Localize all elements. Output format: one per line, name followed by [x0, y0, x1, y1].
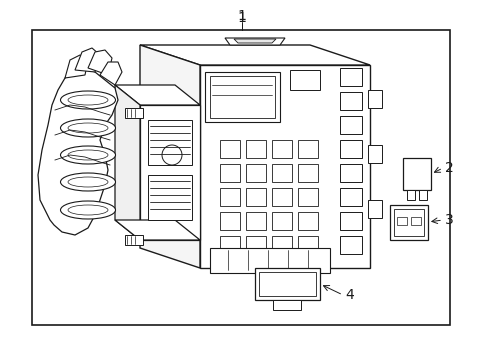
Bar [259, 272, 315, 296]
Bar [389, 205, 427, 240]
Bar [297, 236, 317, 254]
Bar [339, 116, 361, 134]
Bar [245, 188, 265, 206]
Bar [254, 268, 319, 300]
Bar [271, 236, 291, 254]
Bar [393, 209, 423, 236]
Bar [339, 212, 361, 230]
Circle shape [162, 145, 182, 165]
Polygon shape [38, 68, 118, 235]
Bar [367, 200, 381, 218]
Polygon shape [115, 85, 140, 240]
Bar [367, 145, 381, 163]
Bar [271, 212, 291, 230]
Polygon shape [224, 38, 285, 45]
Bar [339, 188, 361, 206]
Bar [367, 90, 381, 108]
Bar [297, 212, 317, 230]
Bar [271, 140, 291, 158]
Ellipse shape [68, 95, 108, 105]
Polygon shape [115, 85, 200, 105]
Bar [220, 140, 240, 158]
Polygon shape [75, 48, 100, 72]
Bar [220, 188, 240, 206]
Bar [220, 236, 240, 254]
Text: 4: 4 [345, 288, 353, 302]
Bar [245, 212, 265, 230]
Bar [297, 164, 317, 182]
Bar [406, 190, 414, 200]
Bar [272, 300, 301, 310]
Bar [245, 236, 265, 254]
Bar [339, 92, 361, 110]
Polygon shape [140, 45, 369, 65]
Bar [148, 120, 192, 165]
Ellipse shape [61, 146, 115, 164]
Ellipse shape [61, 173, 115, 191]
Bar [271, 188, 291, 206]
Bar [125, 108, 142, 118]
Bar [289, 70, 319, 90]
Text: 3: 3 [444, 213, 453, 227]
Bar [339, 68, 361, 86]
Bar [245, 140, 265, 158]
Bar [339, 140, 361, 158]
Ellipse shape [68, 123, 108, 133]
Bar [396, 217, 406, 225]
Text: 2: 2 [444, 161, 453, 175]
Bar [220, 164, 240, 182]
Bar [297, 140, 317, 158]
Bar [204, 72, 280, 122]
Text: 1: 1 [237, 9, 246, 23]
Ellipse shape [61, 119, 115, 137]
Bar [245, 164, 265, 182]
Ellipse shape [68, 177, 108, 187]
Bar [209, 76, 274, 118]
Bar [271, 164, 291, 182]
Bar [418, 190, 426, 200]
Bar [125, 235, 142, 245]
Bar [339, 236, 361, 254]
Polygon shape [115, 220, 200, 240]
Ellipse shape [61, 91, 115, 109]
Polygon shape [140, 45, 200, 268]
Polygon shape [88, 50, 112, 75]
Bar [32, 30, 449, 325]
Text: 1: 1 [237, 11, 246, 25]
Bar [148, 175, 192, 220]
Polygon shape [234, 39, 275, 43]
Polygon shape [100, 62, 122, 85]
Bar [339, 164, 361, 182]
Ellipse shape [68, 205, 108, 215]
Bar [410, 217, 420, 225]
Bar [402, 158, 430, 190]
Polygon shape [140, 105, 200, 240]
Bar [297, 188, 317, 206]
Bar [209, 248, 329, 273]
Polygon shape [200, 65, 369, 268]
Ellipse shape [61, 201, 115, 219]
Polygon shape [65, 55, 88, 78]
Bar [220, 212, 240, 230]
Ellipse shape [68, 150, 108, 160]
